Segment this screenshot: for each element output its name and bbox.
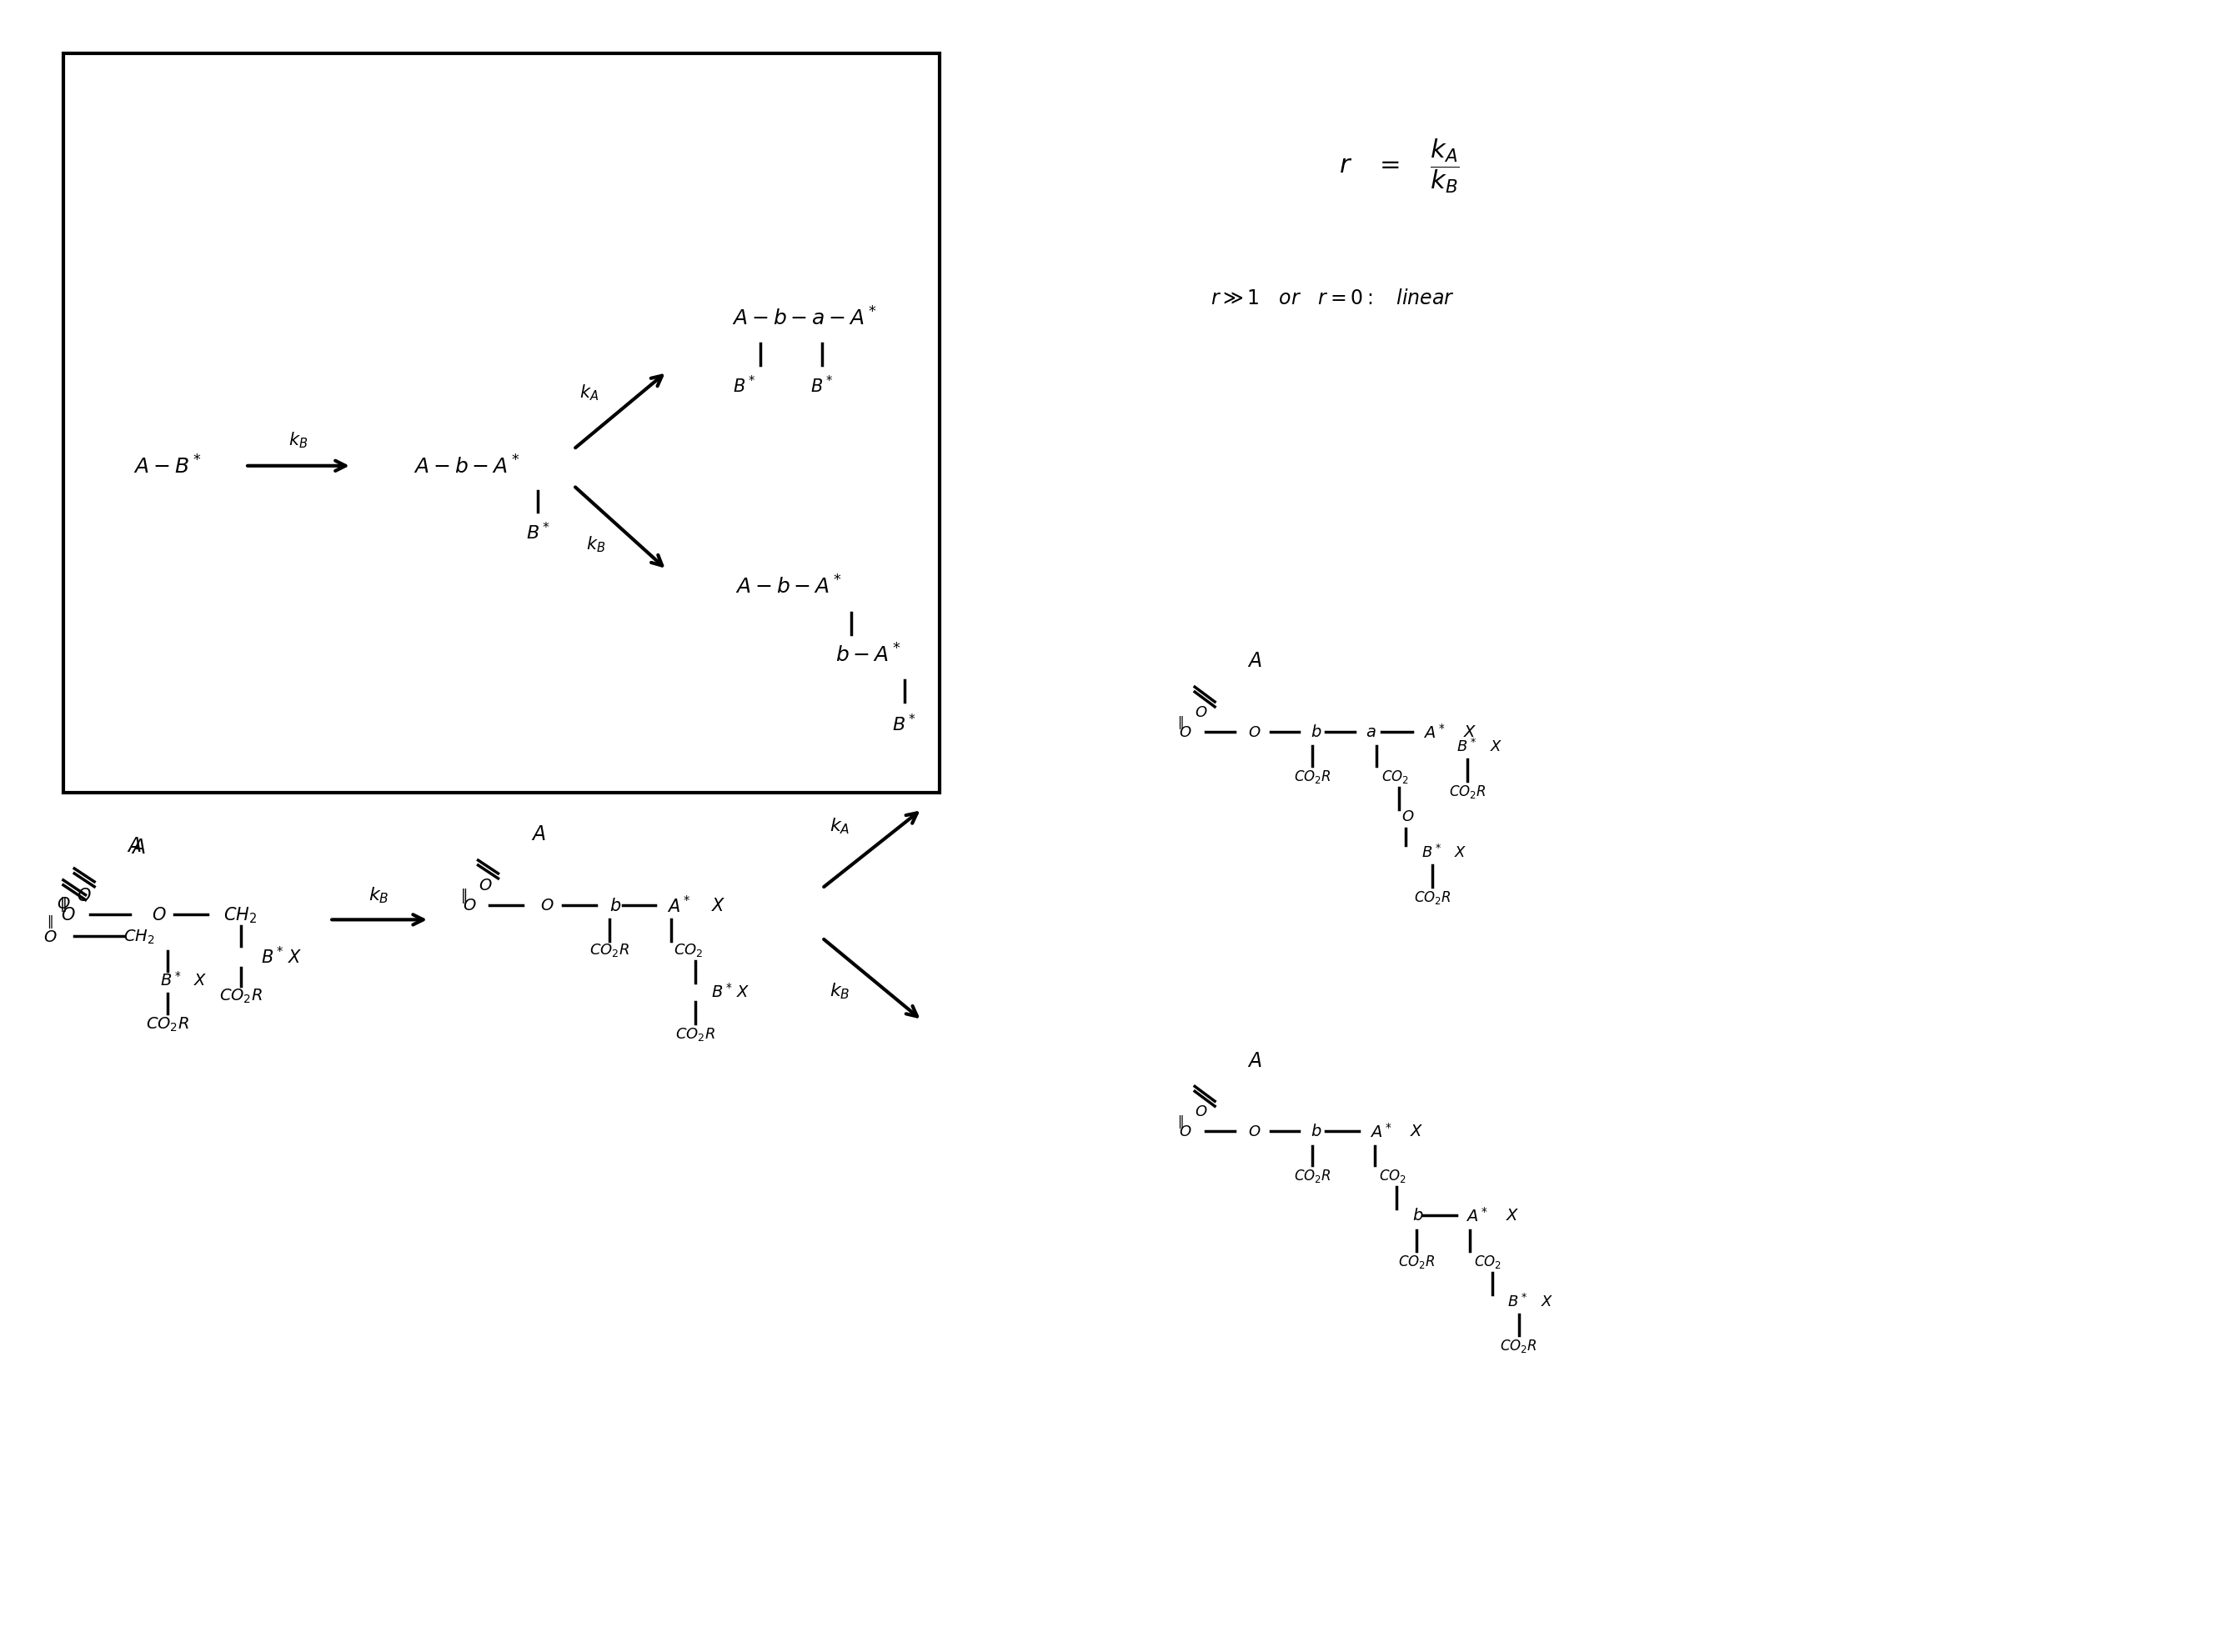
Text: $CO_2R$: $CO_2R$ (589, 942, 629, 958)
Text: $A-B^*$: $A-B^*$ (133, 454, 202, 477)
Text: $O$: $O$ (42, 928, 58, 945)
Text: $b$: $b$ (1310, 724, 1321, 740)
Text: $B^*$: $B^*$ (1508, 1294, 1528, 1310)
Text: $A^*$: $A^*$ (1466, 1206, 1488, 1224)
Text: $O$: $O$ (151, 907, 167, 923)
Text: $CO_2R$: $CO_2R$ (1397, 1254, 1435, 1270)
Text: $CO_2R$: $CO_2R$ (1499, 1338, 1537, 1355)
Text: $A-b-A^*$: $A-b-A^*$ (735, 575, 842, 598)
Text: $X$: $X$ (1455, 844, 1468, 861)
Text: $b$: $b$ (609, 897, 622, 914)
Text: $CO_2$: $CO_2$ (1381, 768, 1408, 785)
Text: $k_B$: $k_B$ (586, 534, 606, 553)
Text: $O$: $O$ (462, 897, 478, 914)
Text: $CO_2$: $CO_2$ (673, 942, 704, 958)
Text: $A$: $A$ (131, 838, 147, 857)
Text: $X$: $X$ (1464, 724, 1477, 740)
Text: $CO_2R$: $CO_2R$ (147, 1014, 189, 1032)
Text: $B^*$: $B^*$ (1421, 844, 1441, 861)
Text: $CO_2$: $CO_2$ (1379, 1168, 1406, 1184)
Text: $r\quad =\quad \dfrac{k_A}{k_B}$: $r\quad =\quad \dfrac{k_A}{k_B}$ (1339, 137, 1459, 195)
Text: $B^*$: $B^*$ (893, 714, 917, 733)
Text: $CO_2R$: $CO_2R$ (1413, 889, 1450, 905)
Text: $B^*\ \ X$: $B^*\ \ X$ (160, 970, 207, 988)
Text: $\|$: $\|$ (1177, 714, 1184, 730)
Text: $k_A$: $k_A$ (580, 382, 600, 401)
Text: $X$: $X$ (1490, 740, 1504, 755)
Text: $O$: $O$ (1179, 1123, 1193, 1138)
Text: $A$: $A$ (531, 824, 546, 844)
Text: $X$: $X$ (1410, 1123, 1424, 1140)
Text: $CH_2$: $CH_2$ (122, 928, 155, 945)
Text: $b$: $b$ (1310, 1123, 1321, 1140)
Text: $O$: $O$ (76, 887, 91, 904)
Text: $A^*$: $A^*$ (666, 895, 691, 915)
Text: $O$: $O$ (1248, 725, 1262, 740)
Text: $B^*$: $B^*$ (1457, 738, 1477, 755)
Text: $B^*$: $B^*$ (733, 375, 755, 396)
Text: $O$: $O$ (478, 877, 493, 894)
Text: $B^*$: $B^*$ (811, 375, 833, 396)
Text: $O$: $O$ (1248, 1123, 1262, 1138)
Text: $O$: $O$ (1195, 1104, 1208, 1118)
Text: $B^*\,X$: $B^*\,X$ (260, 947, 302, 966)
Text: $A^*$: $A^*$ (1370, 1122, 1393, 1140)
Text: $\|$: $\|$ (1177, 1113, 1184, 1130)
Text: $CO_2R$: $CO_2R$ (1448, 783, 1486, 800)
Text: $a$: $a$ (1366, 724, 1377, 740)
Text: $\|$: $\|$ (58, 894, 67, 912)
Text: $X$: $X$ (1506, 1208, 1519, 1222)
Text: $O$: $O$ (1195, 705, 1208, 720)
Text: $X$: $X$ (711, 897, 726, 914)
Text: $O$: $O$ (1179, 725, 1193, 740)
Text: $k_B$: $k_B$ (289, 430, 309, 449)
Text: $O$: $O$ (1401, 808, 1415, 824)
Text: $r \gg 1\quad or\quad r = 0{:}\quad linear$: $r \gg 1\quad or\quad r = 0{:}\quad line… (1210, 287, 1455, 307)
Text: $A$: $A$ (127, 836, 142, 856)
Text: $O$: $O$ (60, 907, 76, 923)
Text: $CO_2R$: $CO_2R$ (1295, 768, 1330, 785)
Text: $A-b-a-A^*$: $A-b-a-A^*$ (731, 307, 877, 329)
Text: $A-b-A^*$: $A-b-A^*$ (413, 454, 520, 477)
Text: $k_B$: $k_B$ (831, 981, 851, 1001)
Text: $X$: $X$ (1541, 1294, 1555, 1308)
Text: $b-A^*$: $b-A^*$ (835, 643, 902, 666)
Text: $CO_2R$: $CO_2R$ (220, 986, 262, 1004)
Text: $A$: $A$ (1248, 1051, 1262, 1070)
Text: $\|$: $\|$ (47, 914, 53, 930)
Text: $k_B$: $k_B$ (369, 885, 389, 905)
Text: $CH_2$: $CH_2$ (222, 905, 255, 925)
Text: $B^*\,X$: $B^*\,X$ (711, 981, 751, 999)
Text: $CO_2R$: $CO_2R$ (1295, 1168, 1330, 1184)
Text: $CO_2R$: $CO_2R$ (675, 1026, 715, 1042)
Text: $O$: $O$ (56, 895, 71, 912)
Text: $b$: $b$ (1413, 1208, 1424, 1222)
Text: $k_A$: $k_A$ (831, 816, 851, 836)
Text: $A$: $A$ (1248, 651, 1262, 671)
Text: $B^*$: $B^*$ (526, 522, 551, 544)
Text: $O$: $O$ (540, 897, 553, 914)
Text: $\|$: $\|$ (460, 885, 466, 904)
FancyBboxPatch shape (62, 55, 939, 793)
Text: $A^*$: $A^*$ (1424, 724, 1446, 742)
Text: $CO_2$: $CO_2$ (1475, 1254, 1501, 1270)
